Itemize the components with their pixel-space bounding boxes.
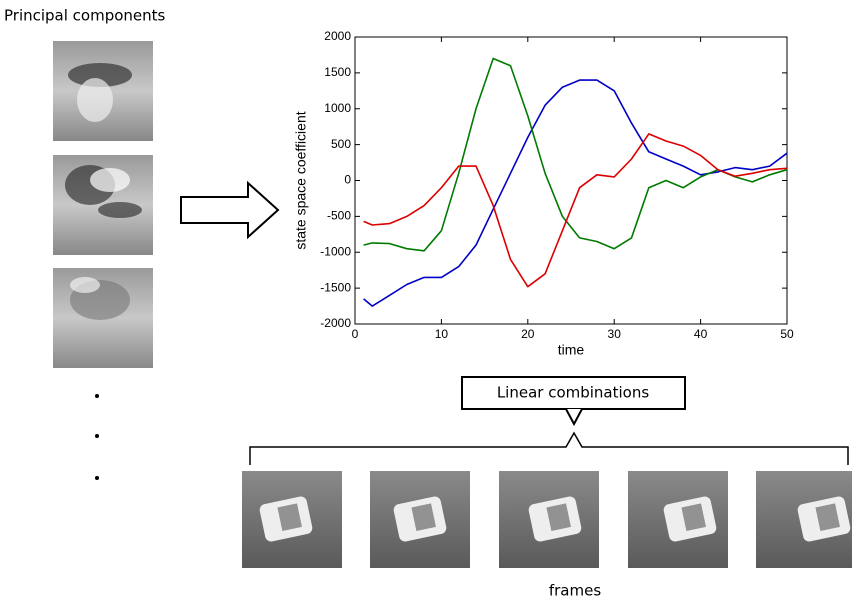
ellipsis-dot	[95, 476, 99, 480]
ellipsis-dot	[95, 434, 99, 438]
title: Principal components	[4, 7, 166, 25]
x-tick-label: 20	[521, 327, 535, 341]
y-tick-label: -2000	[320, 316, 351, 330]
bottle-label	[546, 503, 571, 532]
series-line	[363, 79, 788, 307]
y-tick-label: 1500	[324, 65, 351, 79]
x-tick-label: 30	[608, 327, 622, 341]
x-tick-label: 40	[694, 327, 708, 341]
arrow	[180, 180, 280, 240]
component-image	[53, 41, 153, 141]
y-tick-label: 2000	[324, 29, 351, 43]
frame-image	[499, 471, 599, 568]
plot-frame	[354, 36, 788, 325]
frame-image	[628, 471, 728, 568]
x-tick-label: 50	[780, 327, 794, 341]
x-tick-label: 0	[352, 327, 359, 341]
frame-image	[370, 471, 470, 568]
y-tick-label: 1000	[324, 101, 351, 115]
frame-images	[242, 471, 852, 568]
frames-label: frames	[549, 582, 601, 600]
frame-image	[756, 471, 852, 568]
callout-label: Linear combinations	[497, 384, 650, 402]
ellipsis-dot	[95, 394, 99, 398]
series-line	[363, 133, 788, 288]
y-tick-label: 0	[344, 173, 351, 187]
brace	[249, 431, 849, 465]
bottle-label	[411, 503, 436, 532]
y-tick-label: -500	[327, 209, 351, 223]
x-axis-label: time	[558, 342, 585, 358]
y-tick-label: -1000	[320, 244, 351, 258]
component-image	[53, 155, 153, 255]
callout-pointer	[565, 408, 583, 427]
bottle-label	[277, 503, 302, 532]
x-tick-label: 10	[435, 327, 449, 341]
bottle-label	[815, 503, 840, 532]
chart: -2000 -1500 -1000 -500 0 500 1000 1500 2000 0 10 20…	[293, 29, 794, 358]
component-image	[53, 268, 153, 368]
frame-image	[242, 471, 342, 568]
callout-box	[461, 376, 686, 410]
series-line	[363, 57, 788, 252]
principal-component-images	[53, 41, 153, 480]
y-axis-label: state space coefficient	[293, 111, 309, 249]
y-tick-label: -1500	[320, 280, 351, 294]
y-tick-label: 500	[331, 137, 351, 151]
bottle-label	[681, 503, 706, 532]
